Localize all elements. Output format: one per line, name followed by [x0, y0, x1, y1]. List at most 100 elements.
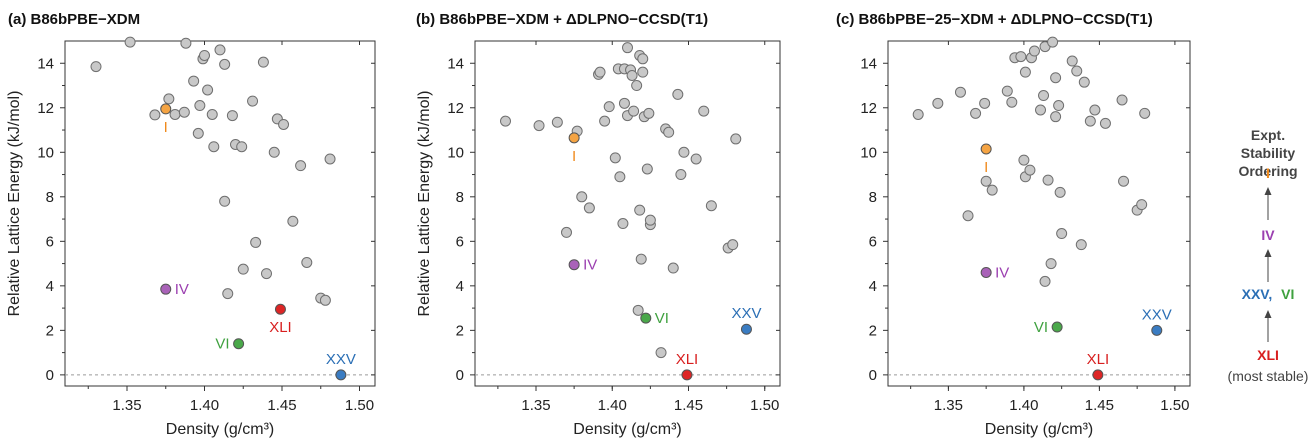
- legend-footer: (most stable): [1228, 368, 1309, 384]
- y-tick-label: 14: [860, 55, 877, 72]
- data-point: [236, 141, 248, 153]
- y-tick-label: 6: [456, 233, 464, 250]
- data-point: [247, 95, 259, 107]
- x-axis-label: Density (g/cm³): [573, 421, 681, 438]
- data-point: [643, 107, 655, 119]
- y-tick-label: 0: [456, 367, 464, 384]
- y-tick-label: 10: [37, 144, 54, 161]
- data-point: [188, 75, 200, 87]
- highlight-point-XXV: [335, 369, 347, 381]
- data-point: [180, 37, 192, 49]
- data-point: [932, 97, 944, 109]
- data-point: [1099, 117, 1111, 129]
- chart-panels: (a) B86bPBE−XDM 0 2 4 6 8 10 12 14 1.35 1.40 1.45 1.…: [6, 11, 1191, 438]
- data-point: [603, 101, 615, 113]
- data-point: [206, 108, 218, 120]
- data-point: [594, 66, 606, 78]
- x-tick-label: 1.50: [1160, 397, 1189, 414]
- data-point: [124, 36, 136, 48]
- legend-item-form-XXV: XXV,: [1242, 286, 1273, 302]
- highlight-label-XLI: XLI: [269, 319, 292, 336]
- data-point: [250, 236, 262, 248]
- legend-item-form-VI: VI: [1281, 286, 1294, 302]
- data-point: [208, 141, 220, 153]
- data-point: [678, 146, 690, 158]
- highlight-point-I: [980, 143, 992, 155]
- data-point: [1019, 66, 1031, 78]
- data-point: [912, 108, 924, 120]
- y-tick-label: 12: [447, 100, 464, 117]
- highlight-label-IV: IV: [175, 281, 189, 298]
- data-point: [219, 195, 231, 207]
- highlight-point-XLI: [274, 303, 286, 315]
- data-point: [561, 226, 572, 238]
- y-tick-label: 14: [447, 55, 464, 72]
- data-point: [705, 200, 717, 212]
- data-point: [727, 239, 739, 251]
- data-point: [226, 110, 238, 122]
- data-point: [1015, 51, 1027, 63]
- x-tick-label: 1.40: [190, 397, 219, 414]
- highlight-label-VI: VI: [1034, 319, 1048, 336]
- data-point: [1047, 36, 1059, 48]
- highlight-point-IV: [160, 283, 172, 295]
- data-point: [287, 215, 299, 227]
- data-point: [163, 93, 175, 105]
- data-point: [637, 66, 649, 78]
- order-arrow-3-head: [1264, 310, 1272, 318]
- data-point: [199, 49, 210, 61]
- legend-item-form-XXV-VI: XXV, VI: [1242, 286, 1295, 302]
- y-tick-label: 14: [37, 55, 54, 72]
- data-point: [324, 153, 336, 165]
- data-point: [1035, 104, 1047, 116]
- highlight-point-VI: [233, 338, 245, 350]
- x-tick-label: 1.35: [112, 397, 141, 414]
- x-tick-label: 1.45: [674, 397, 703, 414]
- data-point: [1045, 258, 1057, 270]
- data-point: [698, 105, 710, 117]
- data-point: [178, 106, 190, 118]
- data-point: [618, 97, 630, 109]
- data-point: [1001, 85, 1013, 97]
- y-tick-label: 6: [869, 233, 877, 250]
- data-point: [1039, 275, 1051, 287]
- data-point: [261, 268, 272, 280]
- data-point: [1056, 228, 1068, 240]
- highlight-label-I: I: [984, 159, 988, 176]
- x-tick-label: 1.50: [345, 397, 374, 414]
- panel-1: (a) B86bPBE−XDM 0 2 4 6 8 10 12 14 1.35 1.40 1.45 1.…: [6, 11, 376, 438]
- panel-title: (b) B86bPBE−XDM + ΔDLPNO−CCSD(T1): [416, 11, 708, 28]
- legend-title-line-3: Ordering: [1238, 163, 1297, 179]
- panel-title: (a) B86bPBE−XDM: [8, 11, 140, 28]
- data-point: [609, 152, 621, 164]
- data-point: [237, 263, 249, 275]
- data-point: [500, 115, 511, 127]
- highlight-point-XLI: [1092, 369, 1104, 381]
- data-point: [169, 108, 181, 120]
- data-point: [663, 126, 675, 138]
- panel-title: (c) B86bPBE−25−XDM + ΔDLPNO−CCSD(T1): [836, 11, 1153, 28]
- highlight-label-IV: IV: [995, 264, 1009, 281]
- legend-item-form-IV: IV: [1261, 227, 1275, 243]
- highlight-point-XLI: [681, 369, 693, 381]
- data-point: [730, 133, 742, 145]
- y-axis-label: Relative Lattice Energy (kJ/mol): [6, 91, 23, 317]
- experimental-ordering-legend: Expt. Stability Ordering I IV XXV, VI XL…: [1228, 127, 1309, 384]
- x-tick-label: 1.40: [598, 397, 627, 414]
- x-tick-label: 1.45: [1085, 397, 1114, 414]
- data-point: [214, 44, 226, 56]
- y-axis-label: Relative Lattice Energy (kJ/mol): [416, 91, 433, 317]
- highlight-label-VI: VI: [215, 336, 229, 353]
- highlight-point-VI: [640, 312, 652, 324]
- data-point: [551, 116, 563, 128]
- y-tick-label: 0: [46, 367, 54, 384]
- data-point: [202, 84, 214, 96]
- data-point: [257, 56, 269, 68]
- panel-3: (c) B86bPBE−25−XDM + ΔDLPNO−CCSD(T1) 0 2 4 6…: [836, 11, 1191, 438]
- x-axis-label: Density (g/cm³): [985, 421, 1093, 438]
- x-tick-label: 1.35: [934, 397, 963, 414]
- plot-frame: [474, 40, 781, 387]
- data-point: [1042, 174, 1054, 186]
- data-point: [635, 253, 647, 265]
